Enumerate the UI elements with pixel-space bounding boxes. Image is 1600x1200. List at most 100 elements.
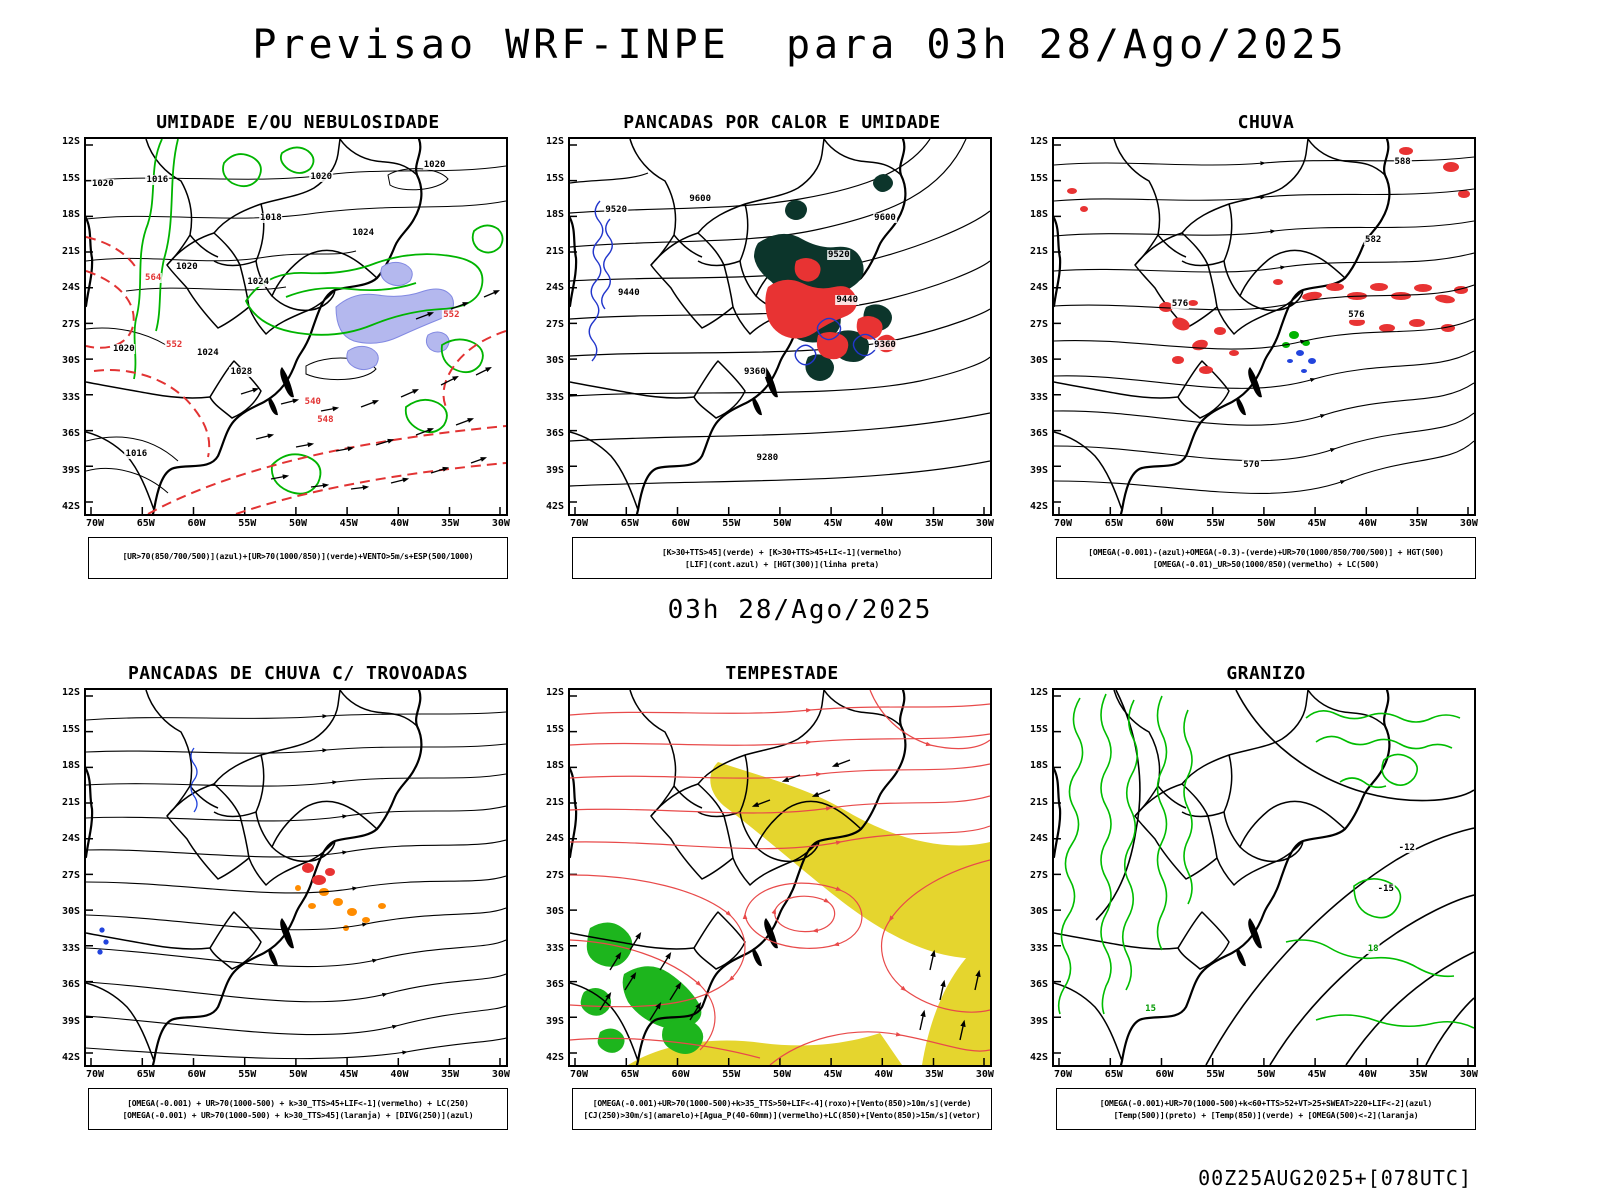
map-trovoadas — [84, 688, 508, 1067]
panel-umidade: UMIDADE E/OU NEBULOSIDADE 12S 15S 18S 21S 24… — [58, 112, 510, 579]
axis-label: 45W — [339, 518, 358, 529]
contour-label: 552 — [165, 340, 184, 351]
caption-line: [K>30+TTS>45](verde) + [K>30+TTS>45+LI<-… — [661, 547, 903, 557]
panel-pancadas-calor: PANCADAS POR CALOR E UMIDADE 12S 15S 18S 21… — [542, 112, 994, 579]
lon-axis: 70W 65W 60W 55W 50W 45W 40W 35W 30W — [1054, 1069, 1478, 1080]
axis-label: 30S — [545, 906, 564, 917]
axis-label: 12S — [545, 687, 564, 698]
axis-label: 39S — [545, 464, 564, 476]
axis-label: 36S — [61, 979, 80, 990]
contour-label: 9600 — [688, 194, 713, 204]
lat-axis: 12S 15S 18S 21S 24S 27S 30S 33S 36S 39S 42S — [58, 688, 84, 1063]
lon-axis: 70W 65W 60W 55W 50W 45W 40W 35W 30W — [86, 518, 510, 529]
contour-label: 1020 — [422, 160, 447, 171]
contour-label: 564 — [144, 272, 163, 283]
shower-areas-orange-fill — [295, 885, 386, 931]
run-timestamp: 00Z25AUG2025+[078UTC] — [1198, 1166, 1472, 1190]
axis-label: 30W — [1459, 1069, 1478, 1080]
axis-label: 40W — [1358, 518, 1377, 529]
contour-label: 576 — [1170, 299, 1190, 309]
axis-label: 40W — [390, 518, 409, 529]
map-pancadas-calor: 9520 9600 9600 9520 9440 9440 9360 9360 9280 — [568, 137, 992, 516]
axis-label: 30W — [491, 518, 510, 529]
weather-map-svg — [86, 690, 506, 1065]
axis-label: 33S — [1029, 391, 1048, 403]
storm-streamlines-red — [570, 690, 990, 1065]
contour-label: 9360 — [873, 340, 897, 351]
axis-label: 70W — [1054, 518, 1073, 529]
axis-label: 65W — [620, 518, 639, 529]
contour-label: 1028 — [229, 366, 254, 377]
axis-label: 12S — [1029, 687, 1048, 698]
contour-label: 552 — [442, 310, 461, 321]
axis-label: 55W — [722, 518, 741, 529]
axis-label: 18S — [1029, 209, 1048, 220]
axis-label: 70W — [1054, 1069, 1073, 1080]
contour-label: 540 — [303, 396, 322, 407]
axis-label: 15S — [61, 172, 80, 184]
axis-label: 27S — [545, 318, 564, 330]
axis-label: 18S — [545, 760, 564, 771]
panel-trovoadas: PANCADAS DE CHUVA C/ TROVOADAS 12S 15S 18S… — [58, 663, 510, 1130]
contour-label: 1020 — [309, 171, 334, 182]
axis-label: 42S — [1029, 501, 1048, 512]
axis-label: 39S — [61, 464, 80, 476]
panel-title: PANCADAS DE CHUVA C/ TROVOADAS — [127, 663, 469, 684]
axis-label: 60W — [671, 518, 690, 529]
severe-instability-red-fill — [765, 258, 897, 360]
axis-label: 40W — [1358, 1069, 1377, 1080]
axis-label: 35W — [441, 1069, 460, 1080]
panel-title: TEMPESTADE — [725, 663, 839, 684]
panel-title: CHUVA — [1237, 112, 1295, 133]
contour-label: 1024 — [195, 347, 220, 358]
thickness-contours-red — [86, 236, 506, 514]
contour-label: 15 — [1144, 1003, 1158, 1014]
axis-label: 42S — [61, 501, 80, 512]
lifted-index-blue-contours — [588, 200, 878, 366]
axis-label: 65W — [1104, 1069, 1123, 1080]
caption-line: [Temp(500)](preto) + [Temp(850)](verde) … — [1113, 1110, 1419, 1120]
contour-label: 576 — [1347, 310, 1366, 321]
axis-label: 30W — [491, 1069, 510, 1080]
lat-axis: 12S 15S 18S 21S 24S 27S 30S 33S 36S 39S 42S — [58, 137, 84, 512]
axis-label: 45W — [823, 1069, 842, 1080]
axis-label: 45W — [1307, 518, 1326, 529]
axis-label: 55W — [238, 518, 257, 529]
axis-label: 36S — [61, 428, 80, 439]
axis-label: 15S — [545, 172, 564, 184]
axis-label: 15S — [1029, 723, 1048, 735]
map-tempestade — [568, 688, 992, 1067]
divergence-blue — [97, 747, 198, 955]
rain-areas-green-fill — [1282, 331, 1310, 348]
axis-label: 33S — [545, 391, 564, 403]
temp850-green-contours — [1057, 693, 1474, 1029]
axis-label: 60W — [187, 518, 206, 529]
axis-label: 40W — [390, 1069, 409, 1080]
axis-label: 45W — [339, 1069, 358, 1080]
axis-label: 50W — [1256, 1069, 1275, 1080]
contour-label: 9520 — [826, 250, 851, 261]
caption-line: [OMEGA(-0.001) + UR>70(1000-500) + k>30_… — [127, 1098, 469, 1108]
axis-label: 12S — [61, 136, 80, 147]
caption-line: [OMEGA(-0.001)-(azul)+OMEGA(-0.3)-(verde… — [1088, 547, 1444, 557]
lat-axis: 12S 15S 18S 21S 24S 27S 30S 33S 36S 39S 42S — [542, 688, 568, 1063]
axis-label: 35W — [925, 518, 944, 529]
axis-label: 24S — [545, 282, 564, 293]
caption-line: [OMEGA(-0.001) + UR>70(1000-500) + k>30_… — [122, 1110, 474, 1120]
axis-label: 55W — [722, 1069, 741, 1080]
wind-vectors — [240, 290, 500, 491]
axis-label: 33S — [61, 391, 80, 403]
contour-label: 9440 — [616, 287, 641, 298]
contour-label: 9360 — [742, 366, 767, 377]
axis-label: 39S — [61, 1015, 80, 1027]
caption-box: [OMEGA(-0.001)-(azul)+OMEGA(-0.3)-(verde… — [1056, 537, 1476, 579]
axis-label: 21S — [61, 245, 80, 257]
axis-label: 30S — [1029, 355, 1048, 366]
contour-label: 588 — [1393, 156, 1412, 167]
caption-line: [OMEGA(-0.001)+UR>70(1000-500)+k>35_TTS>… — [592, 1098, 972, 1108]
contour-label: -12 — [1397, 842, 1416, 853]
axis-label: 50W — [288, 518, 307, 529]
axis-label: 21S — [545, 245, 564, 257]
axis-label: 21S — [545, 796, 564, 808]
axis-label: 50W — [288, 1069, 307, 1080]
